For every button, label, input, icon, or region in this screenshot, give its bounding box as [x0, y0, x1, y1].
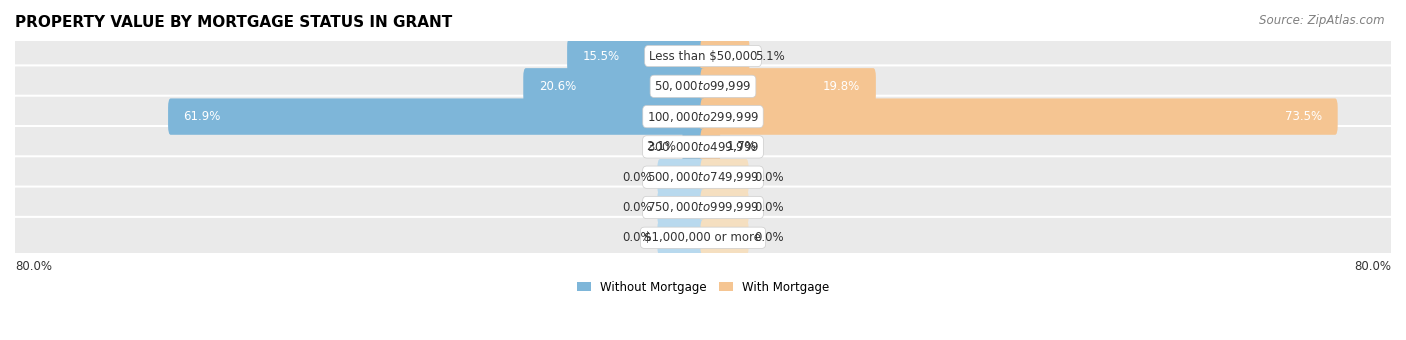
- Text: $100,000 to $299,999: $100,000 to $299,999: [647, 109, 759, 124]
- Text: 0.0%: 0.0%: [755, 201, 785, 214]
- Legend: Without Mortgage, With Mortgage: Without Mortgage, With Mortgage: [576, 280, 830, 294]
- FancyBboxPatch shape: [682, 129, 706, 165]
- Text: Source: ZipAtlas.com: Source: ZipAtlas.com: [1260, 14, 1385, 27]
- FancyBboxPatch shape: [567, 38, 706, 74]
- Text: 1.7%: 1.7%: [727, 140, 756, 153]
- Text: 0.0%: 0.0%: [621, 171, 651, 184]
- FancyBboxPatch shape: [700, 220, 748, 256]
- Text: 5.1%: 5.1%: [755, 50, 785, 63]
- Text: 19.8%: 19.8%: [823, 80, 860, 93]
- Text: $1,000,000 or more: $1,000,000 or more: [644, 231, 762, 244]
- FancyBboxPatch shape: [13, 96, 1393, 137]
- FancyBboxPatch shape: [13, 156, 1393, 198]
- FancyBboxPatch shape: [13, 65, 1393, 107]
- FancyBboxPatch shape: [658, 189, 706, 226]
- Text: 2.1%: 2.1%: [647, 140, 676, 153]
- FancyBboxPatch shape: [700, 38, 749, 74]
- Text: 0.0%: 0.0%: [755, 171, 785, 184]
- FancyBboxPatch shape: [13, 126, 1393, 168]
- Text: 0.0%: 0.0%: [621, 201, 651, 214]
- Text: PROPERTY VALUE BY MORTGAGE STATUS IN GRANT: PROPERTY VALUE BY MORTGAGE STATUS IN GRA…: [15, 15, 453, 30]
- FancyBboxPatch shape: [169, 99, 706, 135]
- Text: Less than $50,000: Less than $50,000: [648, 50, 758, 63]
- FancyBboxPatch shape: [13, 217, 1393, 259]
- Text: 20.6%: 20.6%: [538, 80, 576, 93]
- FancyBboxPatch shape: [700, 68, 876, 104]
- Text: 73.5%: 73.5%: [1285, 110, 1322, 123]
- FancyBboxPatch shape: [700, 129, 720, 165]
- Text: 80.0%: 80.0%: [1354, 260, 1391, 273]
- FancyBboxPatch shape: [658, 220, 706, 256]
- FancyBboxPatch shape: [13, 35, 1393, 77]
- Text: $50,000 to $99,999: $50,000 to $99,999: [654, 79, 752, 93]
- FancyBboxPatch shape: [658, 159, 706, 195]
- Text: $300,000 to $499,999: $300,000 to $499,999: [647, 140, 759, 154]
- FancyBboxPatch shape: [700, 99, 1337, 135]
- Text: 80.0%: 80.0%: [15, 260, 52, 273]
- FancyBboxPatch shape: [523, 68, 706, 104]
- Text: 15.5%: 15.5%: [582, 50, 620, 63]
- FancyBboxPatch shape: [700, 189, 748, 226]
- FancyBboxPatch shape: [700, 159, 748, 195]
- Text: 61.9%: 61.9%: [184, 110, 221, 123]
- Text: 0.0%: 0.0%: [621, 231, 651, 244]
- Text: $750,000 to $999,999: $750,000 to $999,999: [647, 201, 759, 215]
- Text: 0.0%: 0.0%: [755, 231, 785, 244]
- FancyBboxPatch shape: [13, 187, 1393, 228]
- Text: $500,000 to $749,999: $500,000 to $749,999: [647, 170, 759, 184]
